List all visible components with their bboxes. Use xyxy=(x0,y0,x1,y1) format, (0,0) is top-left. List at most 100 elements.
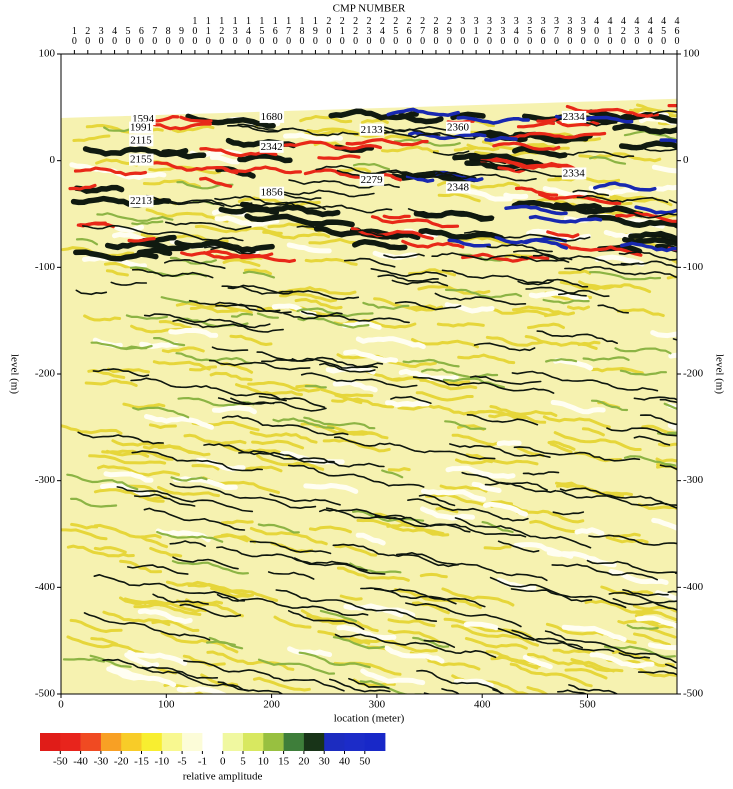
texture-green xyxy=(544,358,578,363)
annotation: 2155 xyxy=(130,154,153,166)
texture-reflector xyxy=(287,464,425,488)
texture-red xyxy=(497,166,526,174)
colorbar-tick-label: 0 xyxy=(220,756,226,768)
texture-green xyxy=(402,358,460,368)
cmp-tick-label: 370 xyxy=(553,16,559,47)
texture-yellow xyxy=(666,275,677,280)
texture-green xyxy=(66,473,139,491)
texture-reflector xyxy=(432,150,470,156)
texture-reflector xyxy=(576,195,669,203)
colorbar-swatch xyxy=(141,733,163,751)
colorbar-swatch xyxy=(364,733,386,751)
texture-red xyxy=(516,121,556,129)
colorbar-tick-label: 15 xyxy=(278,756,290,768)
annotation-box xyxy=(129,153,154,166)
annotation: 1680 xyxy=(261,111,284,123)
texture-red xyxy=(492,141,561,151)
texture-white xyxy=(168,328,219,338)
colorbar-swatch xyxy=(60,733,81,751)
texture-white xyxy=(360,668,426,686)
texture-reflector xyxy=(92,368,150,378)
cmp-tick-label: 190 xyxy=(312,16,318,47)
texture-yellow xyxy=(304,257,358,266)
texture-reflector xyxy=(551,563,659,581)
texture-reflector xyxy=(82,224,244,242)
annotation: 2348 xyxy=(447,181,470,193)
texture-outline xyxy=(160,148,207,160)
texture-reflector xyxy=(639,414,677,426)
texture-reflector xyxy=(278,189,375,198)
texture-white xyxy=(385,400,430,408)
texture-green xyxy=(132,406,190,419)
texture-yellow xyxy=(339,594,363,601)
texture-reflector xyxy=(301,310,343,317)
texture-reflector xyxy=(552,150,635,159)
texture-white xyxy=(127,650,188,666)
texture-yellow xyxy=(605,535,649,544)
texture-reflector xyxy=(612,597,677,611)
texture-yellow xyxy=(526,686,550,694)
texture-yellow xyxy=(256,454,325,471)
cmp-tick-label: 410 xyxy=(607,16,613,47)
texture-yellow xyxy=(397,404,486,416)
texture-reflector xyxy=(318,362,376,373)
texture-green xyxy=(304,384,327,389)
texture-yellow xyxy=(558,269,592,275)
texture-white xyxy=(589,652,655,669)
texture-green xyxy=(588,271,662,281)
texture-reflector xyxy=(629,144,677,152)
x-tick-label: 500 xyxy=(579,699,596,711)
texture-yellow xyxy=(636,103,677,115)
texture-reflector xyxy=(463,230,591,242)
texture-yellow xyxy=(88,454,167,465)
texture-yellow xyxy=(333,319,417,329)
texture-reflector xyxy=(221,285,294,295)
texture-yellow xyxy=(101,449,150,458)
texture-yellow xyxy=(387,618,436,628)
cmp-tick-label: 100 xyxy=(192,16,198,47)
texture-yellow xyxy=(419,572,448,579)
annotation: 2334 xyxy=(563,167,586,179)
texture-yellow xyxy=(336,566,410,582)
texture-reflector xyxy=(230,397,327,412)
texture-white xyxy=(303,483,359,494)
cmp-tick-label: 200 xyxy=(326,16,332,47)
texture-outline xyxy=(328,108,419,121)
texture-red xyxy=(615,211,677,223)
texture-green xyxy=(666,431,677,435)
texture-white xyxy=(550,399,606,415)
texture-yellow xyxy=(294,298,343,310)
texture-reflector xyxy=(227,124,359,137)
texture-green xyxy=(481,520,514,534)
texture-reflector xyxy=(620,260,677,269)
texture-yellow xyxy=(451,433,500,446)
texture-red xyxy=(350,227,434,240)
texture-reflector xyxy=(431,252,528,261)
texture-green xyxy=(352,162,391,171)
texture-blue xyxy=(386,107,460,117)
y-tick-label-right: -100 xyxy=(683,261,704,273)
texture-yellow xyxy=(584,599,663,616)
texture-yellow xyxy=(148,165,222,175)
texture-blue xyxy=(620,241,677,253)
texture-green xyxy=(156,530,224,543)
texture-green xyxy=(257,658,336,675)
texture-reflector xyxy=(441,269,589,288)
cmp-tick-label: 420 xyxy=(620,16,626,47)
x-axis-label: location (meter) xyxy=(334,713,405,725)
texture-yellow xyxy=(157,485,220,498)
texture-yellow xyxy=(633,632,671,647)
texture-reflector xyxy=(249,540,332,555)
annotation-box xyxy=(129,195,154,208)
texture-yellow xyxy=(516,509,585,524)
cmp-tick-label: 10 xyxy=(71,26,77,47)
cmp-tick-label: 430 xyxy=(634,16,640,47)
texture-green xyxy=(590,399,629,412)
annotation-box xyxy=(359,123,385,136)
texture-outline xyxy=(237,153,293,164)
colorbar-tick-label: 10 xyxy=(258,756,270,768)
texture-reflector xyxy=(434,292,527,306)
y-tick-label-right: -300 xyxy=(683,474,704,486)
texture-white xyxy=(172,476,238,490)
colorbar-swatch xyxy=(202,733,223,751)
